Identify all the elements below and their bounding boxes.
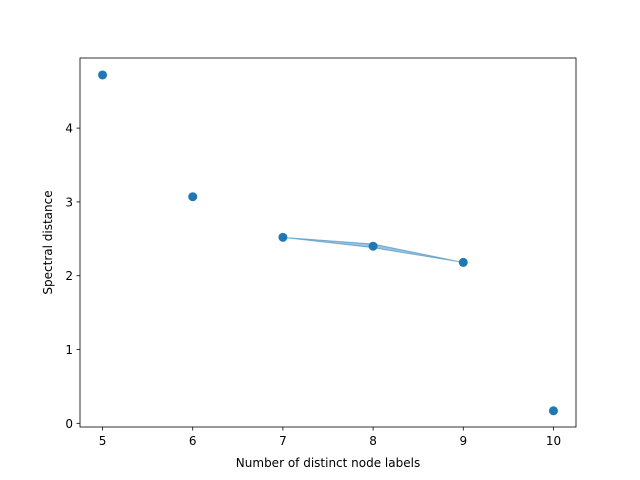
plot-frame: [79, 57, 577, 428]
x-tick-label: 10: [546, 434, 561, 448]
x-tick-label: 5: [99, 434, 107, 448]
y-axis-ticks: 0 1 2 3 4: [65, 122, 80, 431]
data-point: [458, 257, 468, 267]
data-point: [278, 232, 288, 242]
y-tick-label: 2: [65, 269, 73, 283]
x-axis-ticks: 5 6 7 8 9 10: [99, 427, 561, 448]
data-point: [188, 192, 198, 202]
y-tick-label: 1: [65, 343, 73, 357]
points-layer: [98, 70, 558, 416]
x-tick-label: 8: [369, 434, 377, 448]
x-tick-label: 7: [279, 434, 287, 448]
y-tick-label: 3: [65, 195, 73, 209]
y-tick-label: 4: [65, 122, 73, 136]
data-point: [548, 406, 558, 416]
x-tick-label: 6: [189, 434, 197, 448]
x-axis-label: Number of distinct node labels: [236, 456, 420, 470]
data-point: [368, 241, 378, 251]
x-tick-label: 9: [459, 434, 467, 448]
data-point: [98, 70, 108, 80]
y-tick-label: 0: [65, 417, 73, 431]
y-axis-label: Spectral distance: [41, 190, 55, 294]
